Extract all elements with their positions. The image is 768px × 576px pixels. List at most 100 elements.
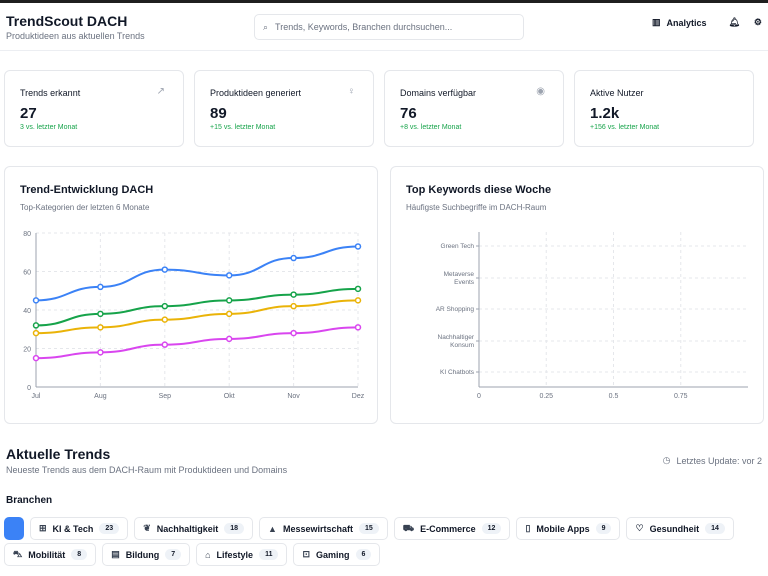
- section-title: Aktuelle Trends: [6, 446, 111, 462]
- chip-count: 6: [355, 549, 372, 560]
- y-tick-label: 0: [27, 385, 31, 392]
- data-point: [32, 322, 40, 329]
- trend-line-chart: 0 20 40 60 80 Jul Aug Sep Okt Nov Dez: [23, 231, 365, 400]
- app-header: TrendScout DACH Produktideen aus aktuell…: [0, 3, 768, 51]
- chip-gaming[interactable]: ⊡ Gaming 6: [293, 543, 381, 566]
- chart-subtitle: Häufigste Suchbegriffe im DACH-Raum: [406, 203, 547, 212]
- category-chips: ⊞ KI & Tech 23 ❦ Nachhaltigkeit 18 ▲ Messewirts…: [4, 517, 764, 566]
- data-point: [161, 302, 169, 310]
- x-tick-label: Okt: [224, 393, 235, 400]
- stat-value: 27: [20, 105, 37, 122]
- data-point: [290, 329, 297, 337]
- chip-mobile-apps[interactable]: ▯ Mobile Apps 9: [516, 517, 621, 540]
- data-point: [161, 316, 169, 323]
- app-subtitle: Produktideen aus aktuellen Trends: [6, 31, 145, 41]
- chip-count: 12: [481, 523, 502, 534]
- stat-label: Produktideen generiert: [210, 88, 302, 98]
- chip-count: 23: [99, 523, 120, 534]
- chip-count: 18: [224, 523, 245, 534]
- chip-all[interactable]: [4, 517, 24, 540]
- y-tick-label: Events: [454, 279, 475, 286]
- chip-label: Lifestyle: [216, 549, 254, 560]
- stat-card-users: Aktive Nutzer 1.2k +156 vs. letzter Mona…: [574, 70, 754, 147]
- section-subtitle: Neueste Trends aus dem DACH-Raum mit Pro…: [6, 465, 288, 475]
- bell-icon[interactable]: 🔔︎: [728, 17, 740, 27]
- stat-label: Domains verfügbar: [400, 88, 477, 98]
- building-icon: ▲: [268, 523, 277, 534]
- chip-label: KI & Tech: [52, 523, 94, 534]
- chip-lifestyle[interactable]: ⌂ Lifestyle 11: [196, 543, 288, 566]
- clock-icon: ◷: [662, 455, 671, 465]
- book-icon: ▤: [111, 549, 120, 559]
- data-point: [32, 297, 40, 304]
- x-tick-label: Nov: [287, 393, 300, 400]
- stat-card-trends: Trends erkannt ↗ 27 3 vs. letzter Monat: [4, 70, 184, 147]
- data-point: [290, 291, 297, 298]
- chip-e-commerce[interactable]: ⛟ E-Commerce 12: [393, 517, 511, 540]
- data-point: [32, 329, 40, 337]
- chip-count: 7: [165, 549, 182, 560]
- bar-chart-icon: ▥: [651, 17, 661, 27]
- y-tick-label: Konsum: [450, 342, 474, 349]
- x-tick-label: 0: [477, 393, 481, 400]
- data-point: [354, 297, 362, 304]
- chip-messewirtschaft[interactable]: ▲ Messewirtschaft 15: [259, 517, 388, 540]
- data-point: [354, 324, 362, 331]
- chip-label: Bildung: [125, 549, 160, 560]
- chip-bildung[interactable]: ▤ Bildung 7: [102, 543, 191, 566]
- x-tick-label: 0.75: [674, 393, 688, 400]
- chip-label: Mobilität: [28, 549, 66, 560]
- branchen-label: Branchen: [6, 495, 53, 506]
- stat-value: 89: [210, 105, 227, 122]
- stat-card-ideas: Produktideen generiert ♀ 89 +15 vs. letz…: [194, 70, 374, 147]
- stat-value: 1.2k: [590, 105, 620, 122]
- data-point: [225, 272, 233, 279]
- stat-change: +156 vs. letzter Monat: [590, 124, 660, 131]
- stat-change: +8 vs. letzter Monat: [400, 124, 462, 131]
- chip-nachhaltigkeit[interactable]: ❦ Nachhaltigkeit 18: [134, 517, 254, 540]
- y-tick-label: 20: [23, 347, 31, 354]
- x-tick-label: 0.5: [609, 393, 619, 400]
- search-input[interactable]: ⌕ Trends, Keywords, Branchen durchsuchen…: [254, 14, 524, 40]
- chip-ki-tech[interactable]: ⊞ KI & Tech 23: [30, 517, 129, 540]
- chip-label: Mobile Apps: [536, 523, 590, 534]
- data-point: [97, 324, 104, 331]
- data-point: [97, 283, 104, 291]
- chip-label: E-Commerce: [420, 523, 476, 534]
- cart-icon: ⛟: [402, 522, 415, 533]
- series-line-3: [35, 326, 359, 360]
- y-tick-label: 40: [23, 308, 31, 315]
- chip-gesundheit[interactable]: ♡ Gesundheit 14: [626, 517, 734, 540]
- gear-icon[interactable]: ⚙: [753, 17, 762, 27]
- chip-mobilität[interactable]: ⛍ Mobilität 8: [4, 543, 97, 566]
- data-point: [97, 349, 104, 356]
- y-tick-label: 80: [23, 231, 31, 238]
- chip-label: Gesundheit: [649, 523, 700, 534]
- lightbulb-icon: ♀: [347, 86, 356, 97]
- leaf-icon: ❦: [143, 523, 151, 533]
- stat-label: Trends erkannt: [20, 88, 81, 98]
- stat-value: 76: [400, 105, 417, 122]
- chip-label: Messewirtschaft: [282, 523, 353, 534]
- data-point: [161, 266, 169, 273]
- search-placeholder: Trends, Keywords, Branchen durchsuchen..…: [275, 22, 453, 32]
- globe-icon: ◉: [536, 86, 545, 97]
- analytics-button[interactable]: ▥ Analytics: [652, 17, 707, 28]
- last-update: ◷ Letztes Update: vor 2: [663, 455, 762, 466]
- data-point: [225, 297, 233, 304]
- cpu-icon: ⊞: [39, 523, 47, 533]
- series-line-2: [35, 299, 359, 335]
- home-icon: ⌂: [205, 549, 211, 560]
- stat-change: +15 vs. letzter Monat: [210, 124, 276, 131]
- analytics-label: Analytics: [666, 17, 707, 28]
- series-line-0: [35, 245, 359, 302]
- chart-title: Top Keywords diese Woche: [406, 184, 552, 196]
- stat-label: Aktive Nutzer: [590, 88, 644, 98]
- data-point: [290, 302, 297, 310]
- app-title: TrendScout DACH: [6, 13, 128, 29]
- data-point: [290, 254, 297, 262]
- chart-title: Trend-Entwicklung DACH: [20, 184, 154, 196]
- series-line-1: [35, 287, 359, 327]
